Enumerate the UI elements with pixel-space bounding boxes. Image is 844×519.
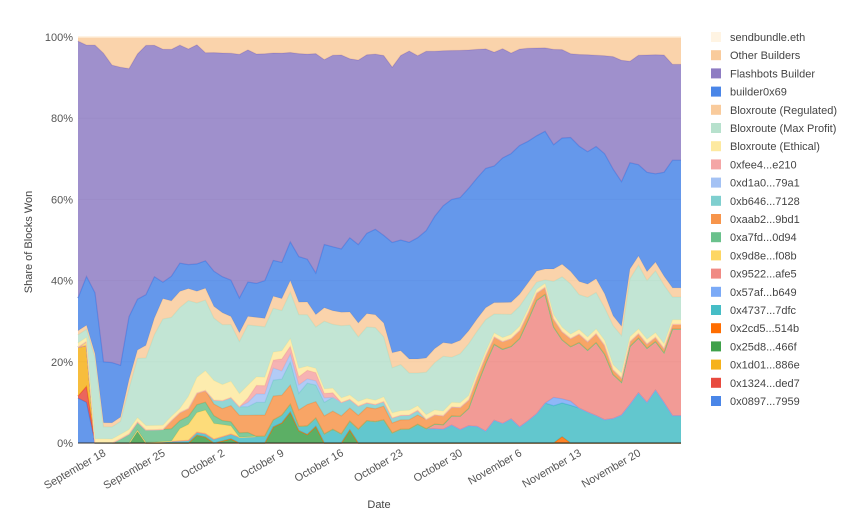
legend-label: 0xfee4...e210 (730, 159, 797, 171)
series-area-bloxroute-max-profit- (78, 265, 681, 439)
series-area-flashbots-builder (78, 41, 681, 366)
x-axis-title: Date (367, 499, 390, 511)
legend-item: 0x1d01...886e (711, 359, 800, 372)
legend-item: 0xb646...7128 (711, 195, 800, 208)
legend-item: 0x9d8e...f08b (711, 250, 797, 262)
y-tick-label: 0% (57, 438, 73, 450)
legend-item: 0xa7fd...0d94 (711, 232, 797, 244)
x-tick-label: October 16 (293, 447, 346, 485)
legend-swatch (711, 232, 721, 243)
legend-label: builder0x69 (730, 87, 787, 99)
x-tick-label: November 6 (466, 447, 524, 487)
legend-swatch (711, 396, 721, 406)
legend-swatch (711, 141, 721, 152)
legend-swatch (711, 123, 721, 133)
x-tick-label: October 23 (352, 447, 405, 485)
series-area-builder0x69 (78, 131, 681, 423)
x-tick-label: September 18 (42, 447, 108, 492)
legend-item: 0x2cd5...514b (711, 323, 799, 335)
legend: sendbundle.eth Other Builders Flashbots Bu… (711, 32, 837, 408)
legend-label: 0xaab2...9bd1 (730, 214, 800, 226)
legend-item: 0xd1a0...79a1 (711, 177, 800, 190)
legend-swatch (711, 250, 721, 261)
legend-item: Bloxroute (Max Profit) (711, 123, 836, 135)
legend-swatch (711, 32, 721, 42)
legend-swatch (711, 377, 721, 388)
y-axis-title: Share of Blocks Won (23, 191, 35, 294)
y-tick-label: 100% (45, 32, 73, 44)
legend-label: sendbundle.eth (730, 32, 805, 44)
legend-label: 0x57af...b649 (730, 287, 797, 299)
legend-item: 0x25d8...466f (711, 341, 798, 353)
legend-swatch (711, 104, 721, 115)
legend-swatch (711, 86, 721, 97)
x-tick-label: October 30 (412, 447, 465, 485)
legend-item: Flashbots Builder (711, 68, 815, 80)
legend-label: 0xd1a0...79a1 (730, 178, 800, 190)
legend-item: Other Builders (711, 50, 801, 62)
legend-swatch (711, 323, 721, 334)
legend-swatch (711, 268, 721, 279)
series-area-0x25d8-466f (78, 345, 681, 443)
legend-swatch (711, 50, 721, 61)
legend-item: 0x9522...afe5 (711, 268, 797, 281)
series-area-0xaab2-9bd1 (78, 287, 681, 443)
legend-swatch (711, 177, 721, 188)
legend-item: 0x4737...7dfc (711, 305, 797, 317)
x-tick-label: September 25 (102, 447, 168, 492)
legend-label: Bloxroute (Regulated) (730, 105, 837, 117)
x-tick-label: October 2 (179, 447, 227, 482)
legend-label: 0x1324...ded7 (730, 378, 800, 390)
legend-swatch (711, 341, 721, 352)
legend-swatch (711, 286, 721, 297)
legend-item: 0x57af...b649 (711, 286, 797, 299)
legend-item: 0xaab2...9bd1 (711, 214, 800, 226)
legend-swatch (711, 359, 721, 370)
legend-item: 0x0897...7959 (711, 396, 800, 408)
legend-label: Flashbots Builder (730, 68, 815, 80)
series-area-other-builders (78, 37, 681, 69)
series-area-0xb646-7128 (78, 287, 681, 443)
legend-label: 0x1d01...886e (730, 360, 800, 372)
legend-label: 0x2cd5...514b (730, 323, 799, 335)
y-tick-label: 60% (51, 194, 73, 206)
legend-label: 0x9522...afe5 (730, 269, 797, 281)
legend-swatch (711, 195, 721, 206)
series-area-0x4737-7dfc (78, 345, 681, 443)
series-area-0xa7fd-0d94 (78, 294, 681, 443)
legend-item: 0xfee4...e210 (711, 159, 797, 171)
legend-label: 0xb646...7128 (730, 196, 800, 208)
legend-swatch (711, 159, 721, 170)
y-tick-label: 40% (51, 276, 73, 288)
legend-swatch (711, 68, 721, 79)
legend-label: 0x25d8...466f (730, 341, 798, 353)
x-tick-label: October 9 (238, 447, 286, 482)
legend-swatch (711, 214, 721, 224)
legend-item: Bloxroute (Ethical) (711, 141, 820, 153)
legend-label: 0xa7fd...0d94 (730, 232, 797, 244)
legend-label: Bloxroute (Ethical) (730, 141, 820, 153)
legend-label: 0x9d8e...f08b (730, 250, 797, 262)
legend-label: Bloxroute (Max Profit) (730, 123, 836, 135)
y-tick-label: 80% (51, 113, 73, 125)
legend-label: Other Builders (730, 50, 801, 62)
y-tick-label: 20% (51, 357, 73, 369)
legend-item: Bloxroute (Regulated) (711, 104, 837, 117)
legend-item: sendbundle.eth (711, 32, 805, 44)
series-area-0x9522-afe5 (78, 294, 681, 443)
legend-label: 0x0897...7959 (730, 396, 800, 408)
x-tick-label: November 20 (580, 447, 643, 490)
area-layer (77, 36, 681, 444)
legend-swatch (711, 305, 721, 315)
legend-item: builder0x69 (711, 86, 787, 99)
legend-label: 0x4737...7dfc (730, 305, 797, 317)
x-tick-label: November 13 (520, 447, 583, 490)
legend-item: 0x1324...ded7 (711, 377, 800, 390)
